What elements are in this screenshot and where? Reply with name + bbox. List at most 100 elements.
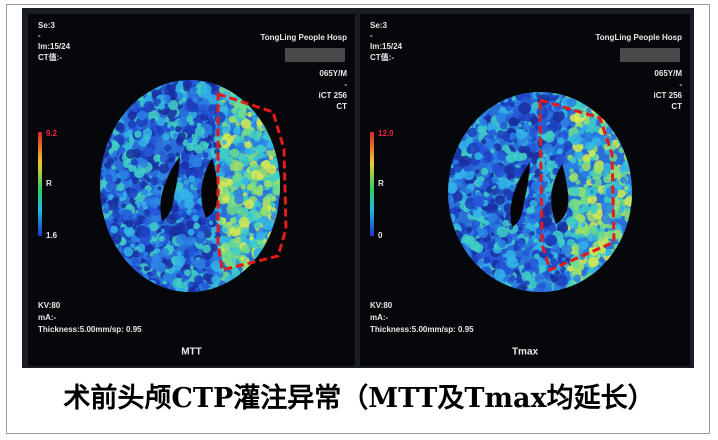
brain-texture [478, 228, 488, 239]
brain-texture [605, 117, 614, 126]
brain-texture [130, 89, 138, 97]
scale-max: 12.0 [378, 129, 394, 138]
brain-texture [448, 92, 460, 101]
brain-texture [608, 277, 619, 288]
brain-texture [487, 96, 495, 104]
brain-texture [498, 182, 506, 190]
brain-texture [448, 213, 456, 223]
brain-texture [561, 256, 567, 262]
brain-texture [240, 256, 245, 261]
brain-texture [156, 248, 161, 253]
brain-texture [448, 284, 453, 292]
brain-texture [497, 239, 507, 248]
color-bar [370, 132, 374, 236]
brain [100, 80, 280, 292]
brain-texture [152, 213, 162, 223]
brain-texture [467, 269, 477, 279]
brain-texture [454, 242, 459, 247]
brain-texture [588, 256, 599, 268]
brain-texture [448, 111, 458, 123]
scale-mid: R [46, 179, 52, 188]
brain-texture [157, 80, 163, 85]
brain-texture [608, 100, 617, 109]
brain-texture [183, 252, 189, 259]
brain-texture [588, 92, 599, 101]
brain-texture [103, 108, 108, 113]
kv: KV:80 [38, 301, 61, 310]
brain-texture [625, 103, 630, 108]
brain-texture [476, 106, 488, 117]
brain-texture [247, 281, 252, 286]
brain-texture [527, 121, 532, 126]
brain-texture [168, 156, 175, 163]
brain-texture [175, 125, 182, 133]
modality: CT [336, 102, 347, 111]
brain-texture [178, 100, 183, 105]
brain-texture [534, 270, 539, 275]
brain-texture [202, 244, 211, 254]
brain-texture [103, 272, 109, 277]
brain-texture [450, 175, 455, 180]
brain-texture [105, 274, 115, 283]
brain-texture [142, 80, 147, 86]
brain-texture [198, 104, 208, 114]
patient: 065Y/M [319, 69, 347, 78]
brain-texture [158, 102, 166, 110]
brain-texture [461, 257, 473, 270]
brain-texture [236, 85, 248, 97]
brain-texture [449, 102, 457, 110]
brain-texture [264, 96, 274, 105]
brain-texture [524, 280, 530, 286]
brain-texture [519, 152, 528, 161]
brain-texture [118, 111, 126, 119]
brain-texture [255, 80, 267, 91]
brain-texture [618, 95, 623, 100]
brain-texture [127, 85, 136, 93]
image: Im:15/24 [370, 42, 403, 51]
brain-texture [247, 209, 259, 222]
brain-texture [598, 92, 609, 98]
brain-texture [582, 154, 591, 162]
brain-texture [450, 133, 457, 140]
brain-texture [211, 275, 221, 285]
brain-texture [622, 139, 632, 149]
brain-texture [515, 128, 527, 140]
brain-texture [269, 244, 277, 252]
brain-texture [488, 92, 499, 102]
brain-texture [587, 233, 596, 242]
brain-texture [628, 149, 632, 157]
brain-texture [616, 134, 623, 141]
brain-texture [497, 286, 509, 292]
brain-texture [612, 92, 623, 100]
brain-texture [482, 284, 487, 289]
brain-texture [451, 280, 458, 287]
brain-texture [100, 91, 105, 97]
brain-texture [449, 138, 457, 146]
brain-texture [244, 279, 255, 290]
brain-texture [130, 158, 138, 166]
brain-texture [554, 153, 567, 166]
brain-texture [512, 167, 524, 179]
brain-texture [107, 262, 120, 275]
brain-texture [448, 109, 453, 115]
series-dash: - [370, 31, 373, 40]
brain-texture [613, 266, 619, 272]
brain-texture [241, 244, 251, 254]
brain-texture [100, 98, 109, 108]
brain-texture [238, 216, 250, 228]
brain-texture [106, 96, 117, 107]
brain-texture [578, 128, 585, 135]
brain-texture [222, 102, 227, 107]
brain-texture [593, 163, 604, 174]
brain-texture [129, 82, 134, 87]
brain-texture [248, 285, 255, 292]
brain-texture [536, 157, 546, 166]
brain-texture [192, 95, 200, 103]
brain-texture [448, 252, 453, 260]
brain-texture [160, 228, 165, 233]
brain-texture [257, 86, 268, 98]
brain-texture [619, 130, 630, 141]
brain-texture [229, 80, 239, 90]
brain-texture [598, 92, 604, 97]
brain-texture [272, 279, 280, 291]
